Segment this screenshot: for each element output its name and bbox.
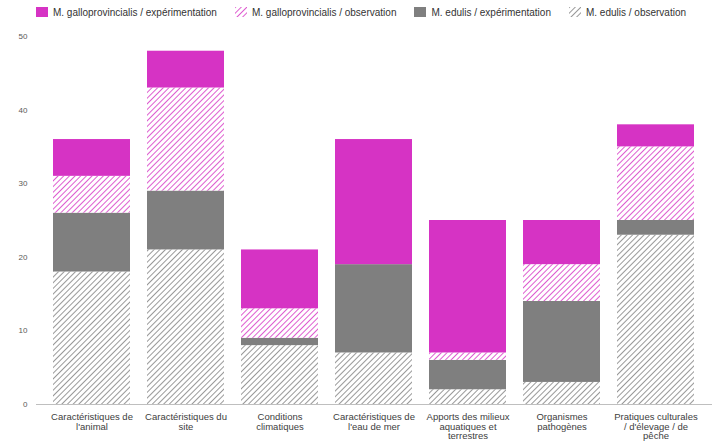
svg-text:50: 50 — [19, 32, 28, 41]
svg-text:Caractéristiques del'animal: Caractéristiques del'animal — [51, 411, 133, 432]
svg-text:0: 0 — [23, 400, 28, 409]
svg-text:30: 30 — [19, 179, 28, 188]
svg-text:Organismespathogènes: Organismespathogènes — [536, 411, 587, 432]
svg-text:20: 20 — [19, 253, 28, 262]
svg-text:Caractéristiques dusite: Caractéristiques dusite — [145, 411, 227, 432]
html-text:M. galloprovincialis / expérim: M. galloprovincialis / expérimentation — [53, 6, 217, 18]
svg-text:Pratiques culturales/ d'élevag: Pratiques culturales/ d'élevage / depêch… — [614, 411, 698, 441]
html-text:M. edulis / observation: M. edulis / observation — [586, 6, 686, 18]
svg-text:Caractéristiques del'eau de me: Caractéristiques del'eau de mer — [333, 411, 415, 432]
svg-text:10: 10 — [19, 326, 28, 335]
html-text:M. galloprovincialis / observa: M. galloprovincialis / observation — [251, 6, 397, 18]
svg-text:Apports des milieuxaquatiques: Apports des milieuxaquatiques etterrestr… — [427, 411, 510, 441]
html-text:M. edulis / expérimentation: M. edulis / expérimentation — [431, 6, 551, 18]
svg-text:Conditionsclimatiques: Conditionsclimatiques — [256, 411, 304, 432]
svg-text:40: 40 — [19, 106, 28, 115]
